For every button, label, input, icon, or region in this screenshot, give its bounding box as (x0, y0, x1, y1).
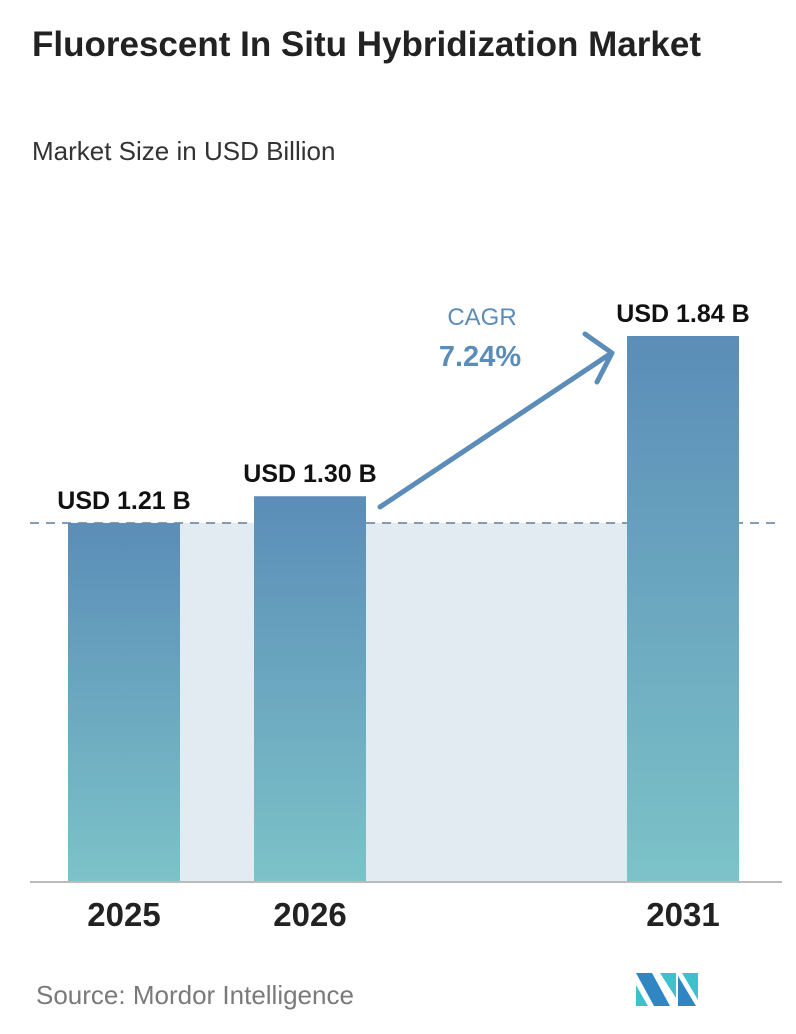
x-tick-2031: 2031 (646, 896, 719, 933)
x-tick-2026: 2026 (273, 896, 346, 933)
chart-subtitle: Market Size in USD Billion (32, 136, 336, 166)
data-label-2031: USD 1.84 B (616, 300, 749, 328)
bar-2031 (627, 336, 739, 882)
data-label-2026: USD 1.30 B (243, 460, 376, 488)
cagr-label: CAGR (447, 304, 516, 331)
chart-title: Fluorescent In Situ Hybridization Market (32, 25, 701, 64)
bar-2025 (68, 522, 180, 882)
bar-2026 (254, 496, 366, 882)
cagr-arrow (377, 351, 613, 510)
data-label-2025: USD 1.21 B (57, 487, 190, 515)
source-text: Source: Mordor Intelligence (36, 980, 354, 1010)
x-tick-2025: 2025 (87, 896, 160, 933)
cagr-value: 7.24% (439, 341, 521, 373)
cagr-arrow-head (582, 331, 615, 385)
shaded-region (180, 522, 627, 882)
